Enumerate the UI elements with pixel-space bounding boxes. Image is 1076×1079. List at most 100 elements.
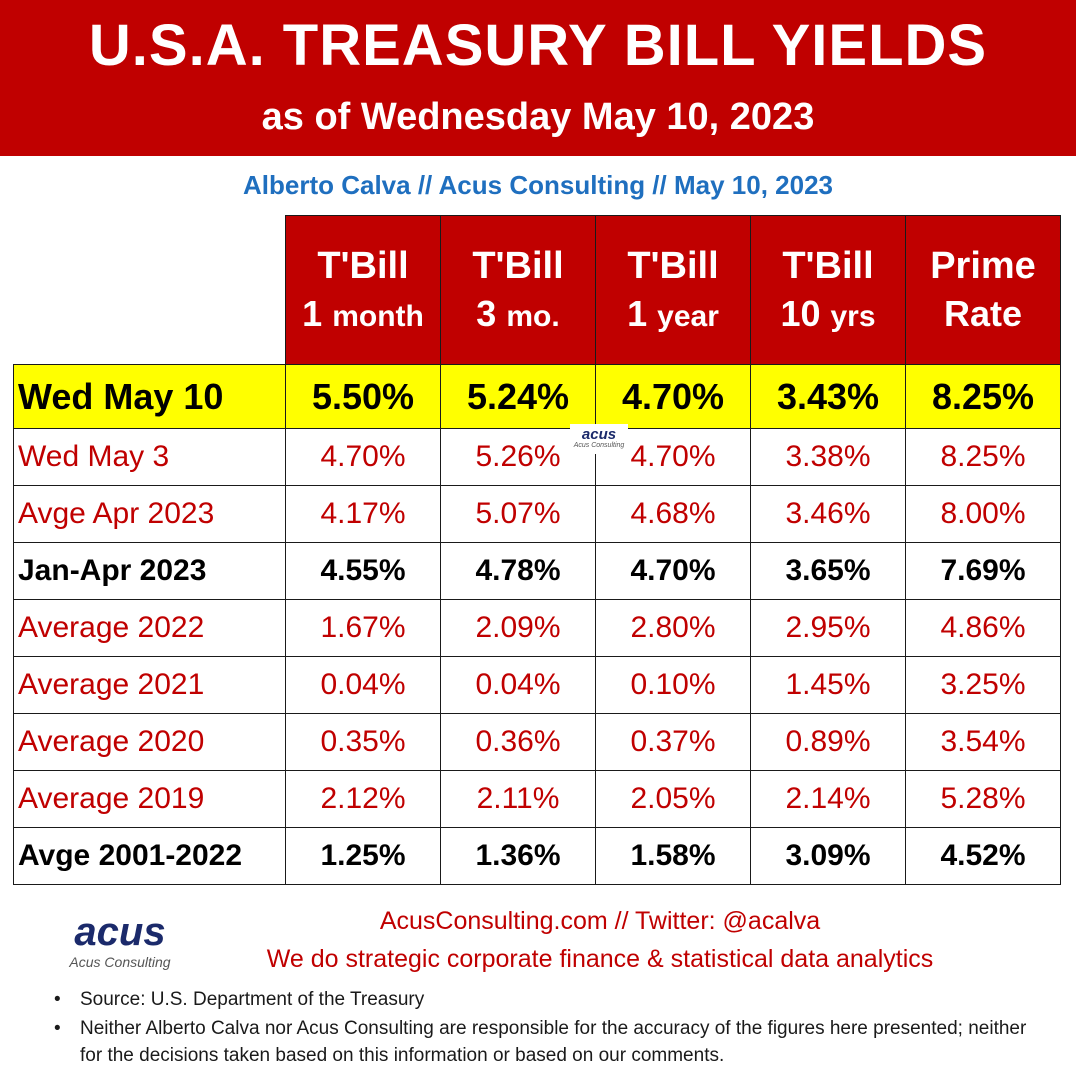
header-line2: Rate (906, 291, 1060, 338)
table-cell: 2.09% (440, 599, 596, 657)
table-cell: 1.36% (440, 827, 596, 885)
table-cell: 8.25% (905, 364, 1061, 429)
table-cell: 0.04% (440, 656, 596, 714)
row-label: Jan-Apr 2023 (13, 542, 286, 600)
row-label: Avge 2001-2022 (13, 827, 286, 885)
footnote-source: Source: U.S. Department of the Treasury (50, 986, 1050, 1013)
table-row: Average 2021 0.04% 0.04% 0.10% 1.45% 3.2… (13, 656, 1061, 714)
table-row: Avge 2001-2022 1.25% 1.36% 1.58% 3.09% 4… (13, 827, 1061, 885)
table-cell: 0.10% (595, 656, 751, 714)
table-cell: 8.25% (905, 428, 1061, 486)
table-cell: 1.45% (750, 656, 906, 714)
header-unit: year (657, 300, 719, 334)
contact-website-line: AcusConsulting.com // Twitter: @acalva (379, 907, 821, 935)
page-subtitle: as of Wednesday May 10, 2023 (261, 96, 815, 138)
table-cell: 5.07% (440, 485, 596, 543)
table-cell: 3.09% (750, 827, 906, 885)
header-line1: T'Bill (317, 244, 409, 287)
table-cell: 4.78% (440, 542, 596, 600)
contact-tagline: We do strategic corporate finance & stat… (266, 945, 934, 973)
table-cell: 4.68% (595, 485, 751, 543)
table-header-row: T'Bill 1 month T'Bill 3 mo. T'Bill 1 yea… (13, 215, 1061, 365)
table-cell: 2.14% (750, 770, 906, 828)
row-label: Wed May 10 (13, 364, 286, 429)
table-row: Avge Apr 2023 4.17% 5.07% 4.68% 3.46% 8.… (13, 485, 1061, 543)
table-corner (13, 215, 286, 365)
table-row-highlight: Wed May 10 5.50% 5.24% 4.70% 3.43% 8.25% (13, 364, 1061, 429)
byline: Alberto Calva // Acus Consulting // May … (243, 170, 833, 200)
table-cell: 0.37% (595, 713, 751, 771)
header-line1: T'Bill (782, 244, 874, 287)
header-cell-3-mo: T'Bill 3 mo. (440, 215, 596, 365)
header-number: 1 (627, 293, 648, 335)
table-cell: 2.80% (595, 599, 751, 657)
table-cell: 3.43% (750, 364, 906, 429)
table-cell: 5.24% (440, 364, 596, 429)
table-cell: 4.17% (285, 485, 441, 543)
table-cell: 8.00% (905, 485, 1061, 543)
row-label: Average 2020 (13, 713, 286, 771)
table-cell: 4.55% (285, 542, 441, 600)
acus-watermark-logo: acus Acus Consulting (570, 424, 628, 454)
table-cell: 3.38% (750, 428, 906, 486)
header-number: Rate (943, 293, 1023, 335)
header-line1: T'Bill (472, 244, 564, 287)
header-line2: 10 yrs (751, 291, 905, 338)
row-label: Avge Apr 2023 (13, 485, 286, 543)
table-cell: 0.36% (440, 713, 596, 771)
header-unit: mo. (506, 300, 560, 334)
table-cell: 0.89% (750, 713, 906, 771)
header-line2: 1 month (286, 291, 440, 338)
table-cell: 3.54% (905, 713, 1061, 771)
table-cell: 2.05% (595, 770, 751, 828)
table-cell: 0.04% (285, 656, 441, 714)
table-cell: 3.65% (750, 542, 906, 600)
header-number: 1 (302, 293, 323, 335)
page-title: U.S.A. TREASURY BILL YIELDS (88, 13, 988, 78)
footnotes: Source: U.S. Department of the Treasury … (50, 986, 1050, 1071)
header-number: 10 (780, 293, 821, 335)
header-line2: 1 year (596, 291, 750, 338)
table-cell: 7.69% (905, 542, 1061, 600)
table-cell: 4.70% (595, 542, 751, 600)
table-row: Wed May 3 4.70% 5.26% 4.70% 3.38% 8.25% (13, 428, 1061, 486)
footnote-disclaimer: Neither Alberto Calva nor Acus Consultin… (50, 1015, 1050, 1069)
table-cell: 5.50% (285, 364, 441, 429)
table-cell: 4.52% (905, 827, 1061, 885)
row-label: Average 2021 (13, 656, 286, 714)
header-number: 3 (476, 293, 497, 335)
table-cell: 4.86% (905, 599, 1061, 657)
table-cell: 1.25% (285, 827, 441, 885)
row-label: Wed May 3 (13, 428, 286, 486)
title-banner: U.S.A. TREASURY BILL YIELDS as of Wednes… (0, 0, 1076, 156)
header-cell-1-month: T'Bill 1 month (285, 215, 441, 365)
row-label: Average 2019 (13, 770, 286, 828)
header-cell-10-yrs: T'Bill 10 yrs (750, 215, 906, 365)
acus-logo: acus Acus Consulting (62, 912, 178, 970)
logo-word: acus (74, 910, 166, 954)
row-label: Average 2022 (13, 599, 286, 657)
table-cell: 1.67% (285, 599, 441, 657)
table-cell: 3.46% (750, 485, 906, 543)
watermark-word: acus (581, 426, 617, 443)
table-row: Average 2022 1.67% 2.09% 2.80% 2.95% 4.8… (13, 599, 1061, 657)
table-cell: 4.70% (595, 364, 751, 429)
header-cell-1-year: T'Bill 1 year (595, 215, 751, 365)
table-cell: 5.28% (905, 770, 1061, 828)
contact-block: AcusConsulting.com // Twitter: @acalva W… (180, 902, 1020, 978)
yields-table: T'Bill 1 month T'Bill 3 mo. T'Bill 1 yea… (13, 215, 1061, 885)
table-cell: 4.70% (285, 428, 441, 486)
table-cell: 2.11% (440, 770, 596, 828)
table-row: Jan-Apr 2023 4.55% 4.78% 4.70% 3.65% 7.6… (13, 542, 1061, 600)
header-line2: 3 mo. (441, 291, 595, 338)
table-cell: 2.12% (285, 770, 441, 828)
watermark-sub: Acus Consulting (573, 442, 625, 449)
table-cell: 3.25% (905, 656, 1061, 714)
table-cell: 2.95% (750, 599, 906, 657)
table-cell: 1.58% (595, 827, 751, 885)
header-line1: T'Bill (627, 244, 719, 287)
header-unit: month (332, 300, 424, 334)
table-row: Average 2020 0.35% 0.36% 0.37% 0.89% 3.5… (13, 713, 1061, 771)
header-cell-prime-rate: Prime Rate (905, 215, 1061, 365)
table-row: Average 2019 2.12% 2.11% 2.05% 2.14% 5.2… (13, 770, 1061, 828)
